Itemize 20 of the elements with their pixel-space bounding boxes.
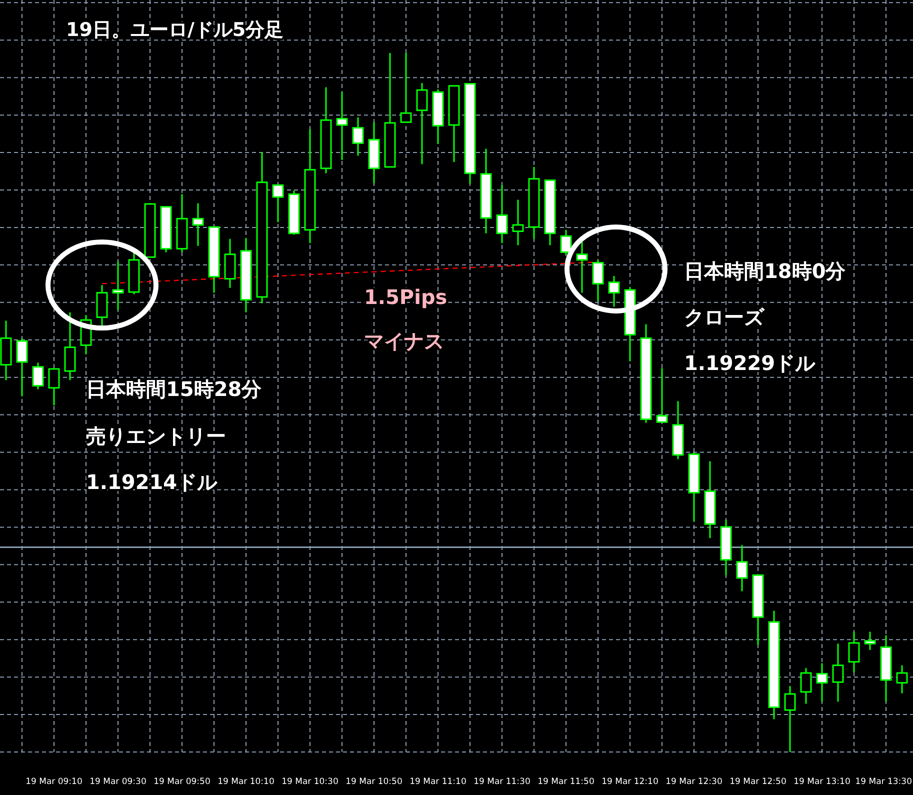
annotation: 1.5Pips — [364, 285, 448, 309]
chart-title: 19日。ユーロ/ドル5分足 — [66, 19, 284, 41]
x-tick-label: 19 Mar 10:50 — [346, 777, 402, 787]
x-tick-label: 19 Mar 12:30 — [666, 777, 722, 787]
x-tick-label: 19 Mar 09:10 — [26, 777, 82, 787]
x-tick-label: 19 Mar 11:10 — [410, 777, 466, 787]
x-tick-label: 19 Mar 09:50 — [154, 777, 210, 787]
x-tick-label: 19 Mar 12:10 — [602, 777, 658, 787]
x-tick-label: 19 Mar 11:50 — [538, 777, 594, 787]
x-tick-label: 19 Mar 11:30 — [474, 777, 530, 787]
annotation: 日本時間15時28分 — [86, 377, 263, 401]
annotation: 1.19229ドル — [684, 351, 816, 375]
annotation: 日本時間18時0分 — [684, 259, 847, 283]
x-tick-label: 19 Mar 09:30 — [90, 777, 146, 787]
x-tick-label: 19 Mar 13:10 — [794, 777, 850, 787]
x-tick-label: 19 Mar 12:50 — [730, 777, 786, 787]
x-tick-label: 19 Mar 10:10 — [218, 777, 274, 787]
x-tick-label: 19 Mar 13:30 — [855, 777, 912, 787]
x-tick-label: 19 Mar 10:30 — [282, 777, 338, 787]
annotation: 1.19214ドル — [86, 470, 218, 494]
